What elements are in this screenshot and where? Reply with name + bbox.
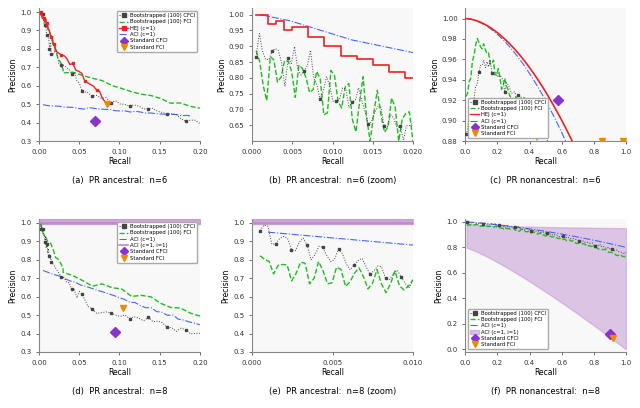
X-axis label: Recall: Recall bbox=[108, 157, 131, 166]
Legend: Bootstrapped (100) CFCI, Bootstrapped (100) FCI, ACI (c=1), ACI (c=1, i=1), Stan: Bootstrapped (100) CFCI, Bootstrapped (1… bbox=[468, 308, 548, 349]
X-axis label: Recall: Recall bbox=[108, 368, 131, 377]
Title: (d)  PR ancestral:  n=8: (d) PR ancestral: n=8 bbox=[72, 388, 167, 397]
Y-axis label: Precision: Precision bbox=[8, 58, 17, 92]
Title: (b)  PR ancestral:  n=6 (zoom): (b) PR ancestral: n=6 (zoom) bbox=[269, 177, 396, 186]
Y-axis label: Precision: Precision bbox=[435, 268, 444, 303]
Title: (f)  PR nonancestral:  n=8: (f) PR nonancestral: n=8 bbox=[491, 388, 600, 397]
X-axis label: Recall: Recall bbox=[321, 157, 344, 166]
Title: (e)  PR ancestral:  n=8 (zoom): (e) PR ancestral: n=8 (zoom) bbox=[269, 388, 396, 397]
Title: (c)  PR nonancestral:  n=6: (c) PR nonancestral: n=6 bbox=[490, 177, 601, 186]
Y-axis label: Precision: Precision bbox=[221, 268, 230, 303]
Y-axis label: Precision: Precision bbox=[430, 58, 439, 92]
X-axis label: Recall: Recall bbox=[534, 368, 557, 377]
Legend: Bootstrapped (100) CFCI, Bootstrapped (100) FCI, ACI (c=1), ACI (c=1, i=1), Stan: Bootstrapped (100) CFCI, Bootstrapped (1… bbox=[117, 222, 197, 263]
Title: (a)  PR ancestral:  n=6: (a) PR ancestral: n=6 bbox=[72, 177, 167, 186]
Legend: Bootstrapped (100) CFCI, Bootstrapped (100) FCI, HEJ (c=1), ACI (c=1), Standard : Bootstrapped (100) CFCI, Bootstrapped (1… bbox=[468, 98, 548, 138]
X-axis label: Recall: Recall bbox=[321, 368, 344, 377]
Legend: Bootstrapped (100) CFCI, Bootstrapped (100) FCI, HEJ (c=1), ACI (c=1), Standard : Bootstrapped (100) CFCI, Bootstrapped (1… bbox=[117, 11, 197, 52]
X-axis label: Recall: Recall bbox=[534, 157, 557, 166]
Y-axis label: Precision: Precision bbox=[217, 58, 226, 92]
Y-axis label: Precision: Precision bbox=[8, 268, 17, 303]
